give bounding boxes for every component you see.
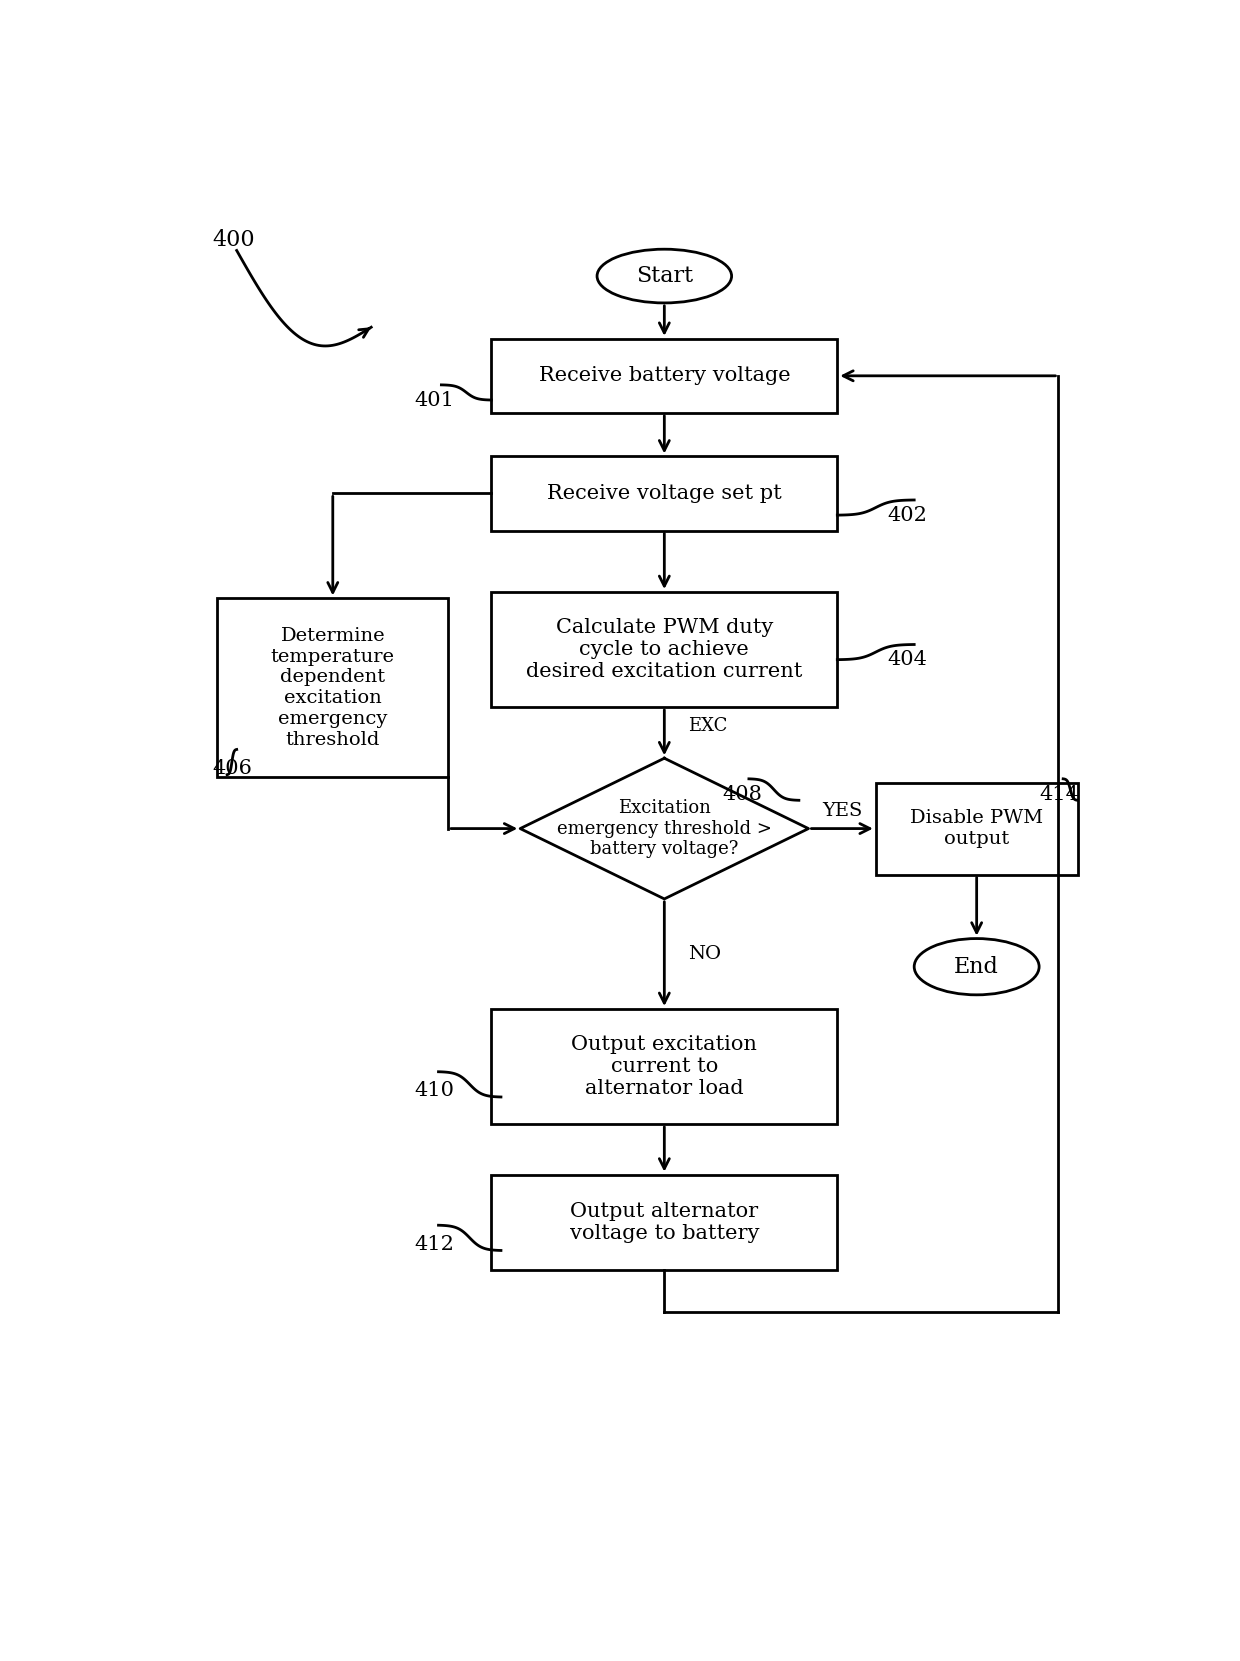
- Text: Receive voltage set pt: Receive voltage set pt: [547, 483, 781, 503]
- Polygon shape: [521, 757, 808, 899]
- Text: Excitation
emergency threshold >
battery voltage?: Excitation emergency threshold > battery…: [557, 799, 771, 859]
- Text: Determine
temperature
dependent
excitation
emergency
threshold: Determine temperature dependent excitati…: [270, 626, 394, 749]
- Text: 404: 404: [888, 649, 928, 669]
- FancyBboxPatch shape: [491, 1008, 837, 1124]
- Text: 408: 408: [722, 784, 761, 804]
- Text: Calculate PWM duty
cycle to achieve
desired excitation current: Calculate PWM duty cycle to achieve desi…: [526, 618, 802, 681]
- Ellipse shape: [914, 938, 1039, 995]
- Text: NO: NO: [688, 945, 722, 963]
- Text: Receive battery voltage: Receive battery voltage: [538, 367, 790, 385]
- Text: 414: 414: [1039, 784, 1079, 804]
- Text: Start: Start: [636, 266, 693, 287]
- Text: Output alternator
voltage to battery: Output alternator voltage to battery: [569, 1203, 759, 1242]
- Text: Disable PWM
output: Disable PWM output: [910, 809, 1043, 849]
- FancyBboxPatch shape: [217, 598, 448, 777]
- Text: YES: YES: [822, 802, 862, 819]
- Text: 400: 400: [213, 229, 255, 251]
- FancyBboxPatch shape: [491, 457, 837, 530]
- FancyBboxPatch shape: [491, 1174, 837, 1271]
- Text: EXC: EXC: [688, 718, 728, 736]
- Ellipse shape: [598, 249, 732, 302]
- Text: 406: 406: [213, 759, 253, 777]
- FancyBboxPatch shape: [491, 339, 837, 414]
- Text: End: End: [955, 955, 999, 978]
- Text: 410: 410: [414, 1081, 455, 1100]
- Text: 401: 401: [414, 390, 455, 410]
- FancyBboxPatch shape: [875, 782, 1078, 875]
- Text: 402: 402: [888, 505, 928, 525]
- Text: 412: 412: [414, 1234, 454, 1254]
- FancyBboxPatch shape: [491, 591, 837, 708]
- Text: Output excitation
current to
alternator load: Output excitation current to alternator …: [572, 1035, 758, 1098]
